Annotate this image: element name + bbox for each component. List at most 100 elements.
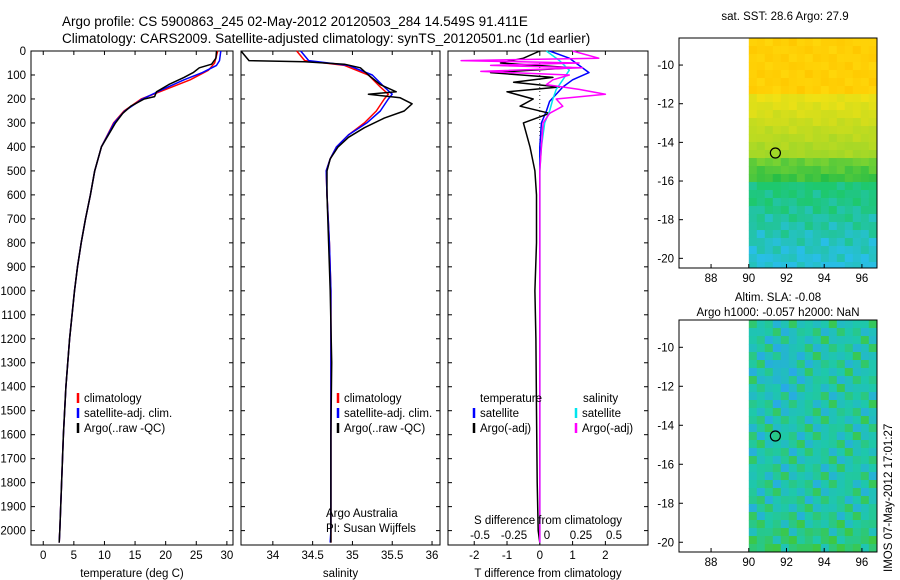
sla-map-cell <box>756 544 766 553</box>
sst-map-cell <box>844 102 854 111</box>
sla-map-cell <box>820 464 830 473</box>
sla-map-cell <box>820 408 830 417</box>
sla-map-cell <box>764 328 774 337</box>
sla-map-cell <box>812 464 822 473</box>
sla-map-cell <box>820 320 830 329</box>
temperature-x-tick-label: 25 <box>190 550 203 562</box>
sla-map-cell <box>844 512 854 521</box>
sst-map-cell <box>804 222 814 231</box>
temperature-y-tick-label: 600 <box>7 190 26 202</box>
sla-map-cell <box>820 520 830 529</box>
sst-map-cell <box>772 222 782 231</box>
sst-map-cell <box>844 62 854 71</box>
salinity-series-satellite-adj-clim- <box>300 50 393 543</box>
sst-map-cell <box>852 86 862 95</box>
sst-map-cell <box>820 238 830 247</box>
sst-map-cell <box>812 54 822 63</box>
sst-map-cell <box>772 94 782 103</box>
sst-map-cell <box>836 70 846 79</box>
sst-map-cell <box>836 246 846 255</box>
sst-map-cell <box>748 134 758 143</box>
sst-map-cell <box>764 86 774 95</box>
sla-map-cell <box>820 480 830 489</box>
sla-map-cell <box>772 400 782 409</box>
sla-map-cell <box>764 392 774 401</box>
sst-map-cell <box>812 190 822 199</box>
sla-map-cell <box>764 544 774 553</box>
sst-map-cell <box>820 190 830 199</box>
sst-map-cell <box>780 182 790 191</box>
sla-map-cell <box>860 344 870 353</box>
sst-map-cell <box>868 254 878 263</box>
sla-map-cell <box>852 360 862 369</box>
sla-map-cell <box>852 328 862 337</box>
sla-map-cell <box>780 360 790 369</box>
sla-map-cell <box>764 360 774 369</box>
sla-map-cell <box>868 424 878 433</box>
sst-map-cell <box>796 214 806 223</box>
sst-map-cell <box>844 190 854 199</box>
sla-map-cell <box>804 496 814 505</box>
sst-map-cell <box>828 70 838 79</box>
sla-map-cell <box>836 472 846 481</box>
temperature-legend-label: climatology <box>84 393 142 405</box>
sst-map-y-tick-label: -18 <box>657 215 674 227</box>
sla-map-cell <box>780 544 790 553</box>
sst-map-cell <box>796 222 806 231</box>
sla-map-cell <box>772 408 782 417</box>
temperature-x-tick-label: 20 <box>159 550 172 562</box>
sla-map-cell <box>748 536 758 545</box>
sla-map-cell <box>748 384 758 393</box>
sla-map-cell <box>868 448 878 457</box>
sla-map-cell <box>756 536 766 545</box>
temperature-x-label: temperature (deg C) <box>80 568 184 580</box>
sst-map-cell <box>804 78 814 87</box>
sst-map-cell <box>772 158 782 167</box>
sst-map-cell <box>828 158 838 167</box>
sst-map-cell <box>844 54 854 63</box>
sla-map-cell <box>780 320 790 329</box>
sst-map-cell <box>836 54 846 63</box>
sst-map-cell <box>828 102 838 111</box>
sla-map-cell <box>788 344 798 353</box>
sst-map-cell <box>780 246 790 255</box>
sst-map-cell <box>868 142 878 151</box>
sst-map-cell <box>780 166 790 175</box>
salinity-legend-label: satellite-adj. clim. <box>344 408 432 420</box>
sla-map-cell <box>860 400 870 409</box>
sst-map-cell <box>828 198 838 207</box>
sst-map-cell <box>812 230 822 239</box>
sst-map-cell <box>748 206 758 215</box>
sst-map-cell <box>756 182 766 191</box>
sla-map-cell <box>780 416 790 425</box>
sst-map-cell <box>844 150 854 159</box>
sst-map-cell <box>844 182 854 191</box>
sla-map-cell <box>756 512 766 521</box>
sst-map-cell <box>844 262 854 269</box>
sst-map-cell <box>788 78 798 87</box>
sst-map-cell <box>868 150 878 159</box>
sla-map-cell <box>828 392 838 401</box>
sla-map-cell <box>804 480 814 489</box>
sst-map-cell <box>812 222 822 231</box>
sla-map-cell <box>860 360 870 369</box>
sla-map-cell <box>748 360 758 369</box>
sla-map-cell <box>788 384 798 393</box>
sst-map-cell <box>820 110 830 119</box>
sla-map-cell <box>756 376 766 385</box>
differences-x-tick-label: 2 <box>602 550 608 562</box>
sla-map-cell <box>828 376 838 385</box>
sla-map-cell <box>788 400 798 409</box>
sst-map-cell <box>764 206 774 215</box>
sst-map-cell <box>836 38 846 47</box>
sst-map-cell <box>844 38 854 47</box>
sst-map-cell <box>788 262 798 269</box>
sla-map-cell <box>772 488 782 497</box>
sst-map-cell <box>796 254 806 263</box>
sla-map-cell <box>804 544 814 553</box>
sst-map-cell <box>780 94 790 103</box>
sla-map-cell <box>860 336 870 345</box>
sla-map-cell <box>860 480 870 489</box>
sla-map-cell <box>812 400 822 409</box>
sst-map-cell <box>820 46 830 55</box>
